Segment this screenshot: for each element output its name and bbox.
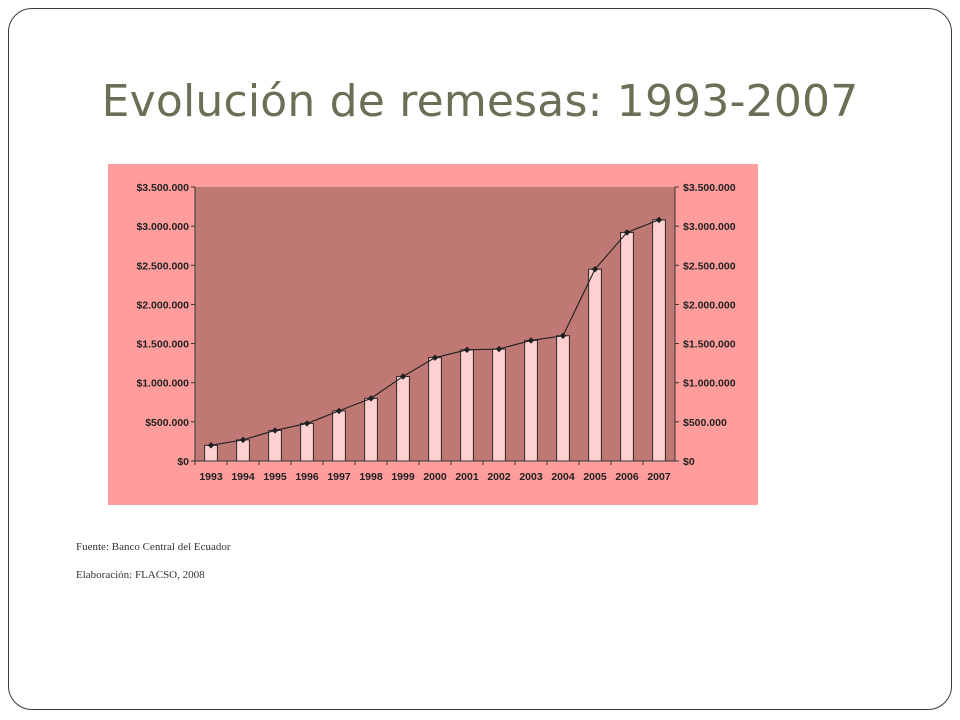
chart-bar-1998 (364, 397, 378, 462)
chart-point-1999 (399, 373, 407, 380)
chart-point-1996 (303, 420, 311, 427)
chart-x-tick-label: 2002 (487, 471, 511, 483)
chart-point-2001 (463, 346, 471, 354)
chart-bar-2006 (620, 231, 634, 462)
slide-title: Evolución de remesas: 1993-2007 (101, 76, 859, 127)
chart-x-tick-label: 2003 (519, 471, 543, 483)
chart-right-tick-label: $3.500.000 (683, 182, 736, 194)
chart-x-tick-label: 1995 (263, 471, 287, 483)
chart-point-2006 (623, 229, 631, 236)
chart-x-tick-label: 2004 (551, 471, 575, 483)
chart-bar-2004 (556, 335, 570, 462)
chart-point-2005 (591, 266, 599, 273)
chart-x-tick-label: 1998 (359, 471, 383, 483)
chart-bar-2007 (652, 219, 666, 462)
chart-right-tick-label: $2.500.000 (683, 260, 736, 272)
chart-x-tick-label: 2005 (583, 471, 607, 483)
chart-bar-2005 (588, 268, 602, 462)
chart-x-tick-label: 1994 (231, 471, 255, 483)
chart-x-tick-label: 2001 (455, 471, 479, 483)
chart-point-2002 (495, 345, 503, 353)
chart-left-tick-label: $1.000.000 (136, 378, 189, 390)
chart-right-tick-label: $1.000.000 (683, 378, 736, 390)
chart-point-2003 (527, 337, 535, 344)
chart-right-tick-label: $500.000 (683, 417, 727, 429)
chart-right-tick-label: $1.500.000 (683, 339, 736, 351)
chart-point-1994 (239, 436, 247, 444)
chart-bar-2002 (492, 348, 506, 462)
chart-left-tick-label: $500.000 (145, 417, 189, 429)
chart-bar-1997 (332, 410, 346, 462)
chart-bar-2000 (428, 357, 442, 462)
chart-x-tick-label: 2006 (615, 471, 639, 483)
chart-x-tick-label: 1996 (295, 471, 319, 483)
chart-bar-1995 (268, 429, 282, 462)
chart-bar-2001 (460, 349, 474, 462)
chart-x-tick-label: 2000 (423, 471, 447, 483)
chart-point-1995 (271, 427, 279, 434)
chart-point-2004 (559, 332, 567, 339)
chart-bar-2003 (524, 339, 538, 462)
chart-x-tick-label: 1999 (391, 471, 415, 483)
chart-svg: $0 $500.000 $1.000.000 $1.500.000 $2.000.000… (108, 164, 758, 505)
chart-bar-1999 (396, 375, 410, 462)
chart-left-tick-label: $3.000.000 (136, 221, 189, 233)
chart-left-tick-label: $0 (177, 456, 189, 468)
credit-note: Elaboración: FLACSO, 2008 (76, 569, 205, 581)
chart-right-tick-label: $2.000.000 (683, 299, 736, 311)
chart-right-tick-label: $0 (683, 456, 695, 468)
chart-point-2000 (431, 354, 439, 361)
chart-left-tick-label: $3.500.000 (136, 182, 189, 194)
chart-left-tick-label: $1.500.000 (136, 339, 189, 351)
chart-bar-1996 (300, 422, 314, 462)
chart-x-tick-label: 2007 (647, 471, 671, 483)
chart-point-1997 (335, 407, 343, 415)
chart-left-tick-label: $2.500.000 (136, 260, 189, 272)
chart-right-tick-label: $3.000.000 (683, 221, 736, 233)
chart-x-tick-label: 1997 (327, 471, 351, 483)
remittances-chart: $0 $500.000 $1.000.000 $1.500.000 $2.000.000… (108, 164, 758, 505)
chart-left-tick-label: $2.000.000 (136, 299, 189, 311)
chart-point-2007 (655, 216, 663, 224)
source-note: Fuente: Banco Central del Ecuador (76, 541, 231, 553)
chart-x-tick-label: 1993 (199, 471, 223, 483)
